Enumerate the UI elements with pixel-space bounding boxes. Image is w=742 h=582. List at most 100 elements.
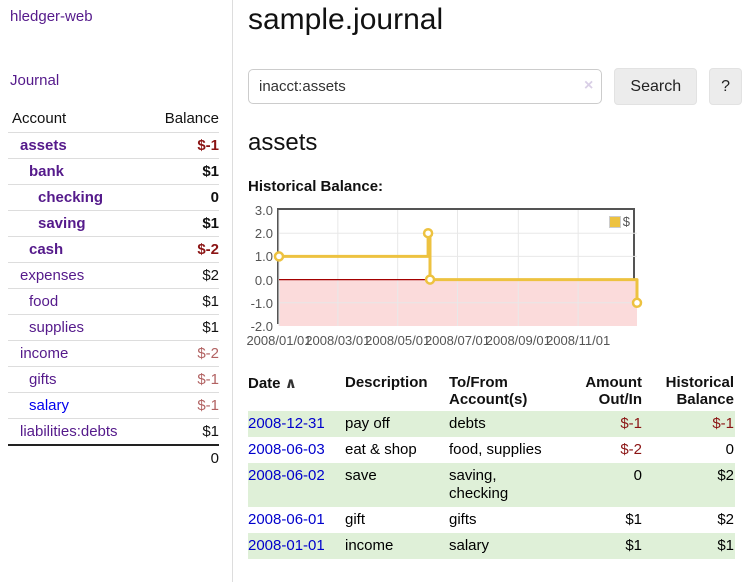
account-row-supplies: supplies $1 (8, 314, 219, 340)
search-form: × Search ? (248, 68, 742, 105)
account-balance: $1 (202, 319, 219, 336)
transaction-description: pay off (345, 415, 390, 432)
account-heading: assets (248, 129, 318, 156)
main-content: sample.journal × Search ? assets Histori… (246, 0, 742, 559)
account-balance: $1 (202, 163, 219, 180)
transaction-accounts: saving, checking (449, 467, 509, 502)
account-row-bank: bank $1 (8, 158, 219, 184)
register-header-date[interactable]: Date ∧ (248, 372, 345, 411)
transaction-amount: 0 (633, 467, 642, 484)
transaction-accounts: salary (449, 537, 490, 554)
chart-legend: $ (607, 213, 631, 230)
account-balance: $1 (202, 215, 219, 232)
search-button[interactable]: Search (614, 68, 698, 105)
register-row: 2008-06-03 eat & shop food, supplies $-2… (248, 437, 735, 463)
account-balance: $-1 (197, 137, 219, 154)
transaction-balance: 0 (725, 441, 734, 458)
date-header-label: Date (248, 375, 281, 392)
chart-x-axis: 2008/01/01 2008/03/01 2008/05/01 2008/07/01… (246, 331, 637, 349)
register-row: 2008-01-01 income salary $1 $1 (248, 533, 735, 559)
account-row-salary: salary $-1 (8, 392, 219, 418)
y-tick-label: 0.0 (254, 272, 273, 288)
transaction-date-link[interactable]: 2008-06-03 (248, 441, 325, 458)
app-brand-link[interactable]: hledger-web (10, 8, 93, 25)
account-row-saving: saving $1 (8, 210, 219, 236)
accounts-header-balance: Balance (164, 110, 219, 127)
transaction-accounts: gifts (449, 511, 477, 528)
accounts-total-value: 0 (210, 450, 219, 467)
account-link-liabilities-debts[interactable]: liabilities:debts (20, 423, 118, 440)
account-row-income: income $-2 (8, 340, 219, 366)
search-input[interactable] (248, 69, 603, 104)
account-balance: $1 (202, 423, 219, 440)
account-link-supplies[interactable]: supplies (29, 319, 85, 336)
transaction-balance: $1 (717, 537, 734, 554)
transaction-accounts: food, supplies (449, 441, 542, 458)
account-link-income[interactable]: income (20, 345, 69, 362)
y-tick-label: 2.0 (254, 226, 273, 242)
register-row: 2008-12-31 pay off debts $-1 $-1 (248, 411, 735, 437)
transaction-description: income (345, 537, 394, 554)
account-link-food[interactable]: food (29, 293, 59, 310)
account-balance: $-1 (197, 397, 219, 414)
chart-section-heading: Historical Balance: (248, 178, 384, 195)
accounts-table: Account Balance assets $-1 bank $1 check… (8, 106, 219, 471)
account-balance: 0 (210, 189, 219, 206)
accounts-header-account: Account (12, 110, 67, 127)
account-link-checking[interactable]: checking (38, 189, 104, 206)
account-link-expenses[interactable]: expenses (20, 267, 85, 284)
chart-canvas (273, 210, 643, 326)
account-row-gifts: gifts $-1 (8, 366, 219, 392)
clear-search-icon[interactable]: × (584, 77, 594, 94)
help-button[interactable]: ? (709, 68, 742, 105)
account-link-salary[interactable]: salary (29, 397, 70, 414)
transaction-amount: $1 (625, 537, 642, 554)
legend-label: $ (622, 214, 630, 229)
account-link-saving[interactable]: saving (38, 215, 86, 232)
account-balance: $2 (202, 267, 219, 284)
account-balance: $-2 (197, 241, 219, 258)
register-header-row: Date ∧ Description To/From Account(s) Am… (248, 372, 735, 411)
x-tick-label: 2008/01/01 (246, 333, 312, 348)
account-link-gifts[interactable]: gifts (29, 371, 57, 388)
chart-y-axis: 3.0 2.0 1.0 0.0 -1.0 -2.0 (248, 203, 275, 334)
transaction-date-link[interactable]: 2008-06-01 (248, 511, 325, 528)
accounts-table-header: Account Balance (8, 106, 219, 132)
register-header-amount: Amount Out/In (585, 374, 642, 408)
register-table: Date ∧ Description To/From Account(s) Am… (248, 372, 735, 559)
account-link-bank[interactable]: bank (29, 163, 65, 180)
y-tick-label: -1.0 (250, 295, 273, 311)
transaction-balance: $2 (717, 511, 734, 528)
transaction-balance: $2 (717, 467, 734, 484)
register-header-accounts: To/From Account(s) (449, 374, 528, 408)
transaction-amount: $-2 (620, 441, 642, 458)
accounts-total-row: 0 (8, 444, 219, 471)
search-input-wrap: × (248, 69, 603, 104)
account-link-cash[interactable]: cash (29, 241, 64, 258)
transaction-description: eat & shop (345, 441, 417, 458)
legend-swatch (608, 215, 621, 228)
register-header-balance: Historical Balance (665, 374, 734, 408)
transaction-description: gift (345, 511, 366, 528)
transaction-description: save (345, 467, 377, 484)
transaction-date-link[interactable]: 2008-12-31 (248, 415, 325, 432)
historical-balance-chart: 3.0 2.0 1.0 0.0 -1.0 -2.0 $ 2008/01/01 2008/03… (246, 203, 742, 351)
transaction-date-link[interactable]: 2008-06-02 (248, 467, 325, 484)
account-row-expenses: expenses $2 (8, 262, 219, 288)
sidebar-item-journal[interactable]: Journal (10, 72, 60, 89)
register-row: 2008-06-02 save saving, checking 0 $2 (248, 463, 735, 507)
y-tick-label: 1.0 (254, 249, 273, 265)
sort-ascending-icon: ∧ (284, 375, 297, 392)
x-tick-label: 2008/03/01 (305, 333, 371, 348)
account-link-assets[interactable]: assets (20, 137, 67, 154)
account-row-checking: checking 0 (8, 184, 219, 210)
x-tick-label: 2008/09/01 (485, 333, 551, 348)
y-tick-label: -2.0 (250, 319, 273, 334)
chart-plot-area[interactable]: $ (273, 208, 643, 326)
register-header-description: Description (345, 374, 428, 391)
account-balance: $-2 (197, 345, 219, 362)
page-title: sample.journal (248, 3, 444, 36)
account-row-liabilities-debts: liabilities:debts $1 (8, 418, 219, 444)
transaction-date-link[interactable]: 2008-01-01 (248, 537, 325, 554)
x-tick-label: 2008/07/01 (424, 333, 491, 348)
